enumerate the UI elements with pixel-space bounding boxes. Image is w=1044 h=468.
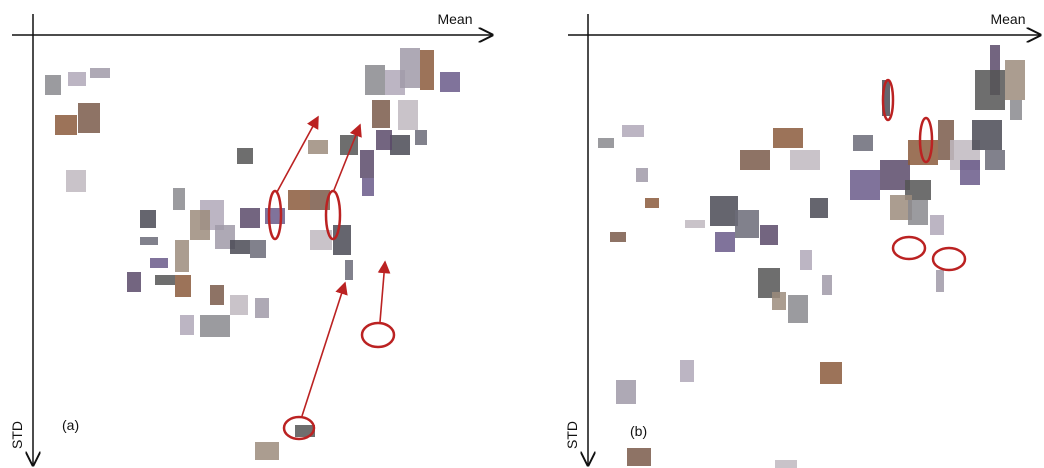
thumbnail <box>345 260 353 280</box>
thumbnail <box>333 225 351 255</box>
thumbnail <box>420 50 434 90</box>
x-axis-label: Mean <box>990 11 1025 27</box>
thumbnail <box>627 448 651 466</box>
thumbnail <box>175 240 189 272</box>
thumbnail <box>200 315 230 337</box>
thumbnail <box>850 170 880 200</box>
thumbnail <box>237 148 253 164</box>
highlight-ellipse <box>933 248 965 270</box>
thumbnail <box>715 232 735 252</box>
thumbnail <box>400 48 420 88</box>
thumbnail <box>68 72 86 86</box>
thumbnail <box>180 315 194 335</box>
y-axis-label: STD <box>9 421 25 449</box>
thumbnail <box>772 292 786 310</box>
thumbnail <box>362 178 374 196</box>
thumbnail <box>788 295 808 323</box>
thumbnail <box>685 220 705 228</box>
thumbnail <box>175 275 191 297</box>
thumbnail <box>960 160 980 185</box>
thumbnail <box>173 188 185 210</box>
thumbnail <box>820 362 842 384</box>
thumbnail <box>390 135 410 155</box>
thumbnail <box>230 240 250 254</box>
arrow <box>277 117 318 192</box>
thumbnail <box>680 360 694 382</box>
highlight-ellipse <box>893 237 925 259</box>
thumbnail <box>810 198 828 218</box>
thumbnail <box>800 250 812 270</box>
thumbnail <box>190 210 210 240</box>
thumbnail <box>760 225 778 245</box>
thumbnail <box>90 68 110 78</box>
thumbnail <box>372 100 390 128</box>
thumbnail <box>908 200 928 225</box>
thumbnail <box>930 215 944 235</box>
thumbnail <box>710 196 738 226</box>
thumbnail <box>598 138 614 148</box>
thumbnail <box>740 150 770 170</box>
figure: Mean STD (a) Mean STD (b) <box>0 0 1044 468</box>
thumbnail <box>975 70 1005 110</box>
arrow <box>334 125 360 190</box>
thumbnail <box>622 125 644 137</box>
thumbnail <box>936 270 944 292</box>
thumbnail <box>415 130 427 145</box>
highlight-ellipse <box>362 323 394 347</box>
thumbnail <box>255 298 269 318</box>
thumbnail <box>45 75 61 95</box>
thumbnail <box>1005 60 1025 100</box>
thumbnail <box>735 210 759 238</box>
panel-label: (b) <box>630 423 647 439</box>
thumbnail <box>240 208 260 228</box>
thumbnail <box>1010 100 1022 120</box>
thumbnail <box>853 135 873 151</box>
page: {"panels": [ {"label": "(a)", "x_axis": … <box>0 0 1044 468</box>
thumbnail <box>150 258 168 268</box>
arrow <box>302 283 345 416</box>
thumbnail <box>255 442 279 460</box>
thumbnail <box>288 190 310 210</box>
thumbnail <box>972 120 1002 150</box>
thumbnail <box>250 240 266 258</box>
thumbnail <box>616 380 636 404</box>
thumbnail <box>140 237 158 245</box>
thumbnail <box>210 285 224 305</box>
thumbnail <box>66 170 86 192</box>
thumbnail <box>775 460 797 468</box>
thumbnail <box>78 103 100 133</box>
thumbnail <box>398 100 418 130</box>
thumbnail <box>773 128 803 148</box>
thumbnail <box>790 150 820 170</box>
x-axis-label: Mean <box>437 11 472 27</box>
thumbnail <box>140 210 156 228</box>
thumbnail <box>55 115 77 135</box>
thumbnail <box>365 65 385 95</box>
thumbnail <box>155 275 175 285</box>
thumbnail <box>308 140 328 154</box>
thumbnail <box>645 198 659 208</box>
panel-label: (a) <box>62 417 79 433</box>
thumbnail <box>230 295 248 315</box>
arrow <box>380 262 385 322</box>
thumbnail <box>636 168 648 182</box>
thumbnail <box>985 150 1005 170</box>
thumbnail <box>822 275 832 295</box>
thumbnail <box>440 72 460 92</box>
thumbnail <box>610 232 626 242</box>
thumbnail <box>376 130 392 150</box>
thumbnails <box>45 45 1025 468</box>
thumbnail <box>127 272 141 292</box>
y-axis-label: STD <box>564 421 580 449</box>
thumbnail <box>360 150 374 178</box>
